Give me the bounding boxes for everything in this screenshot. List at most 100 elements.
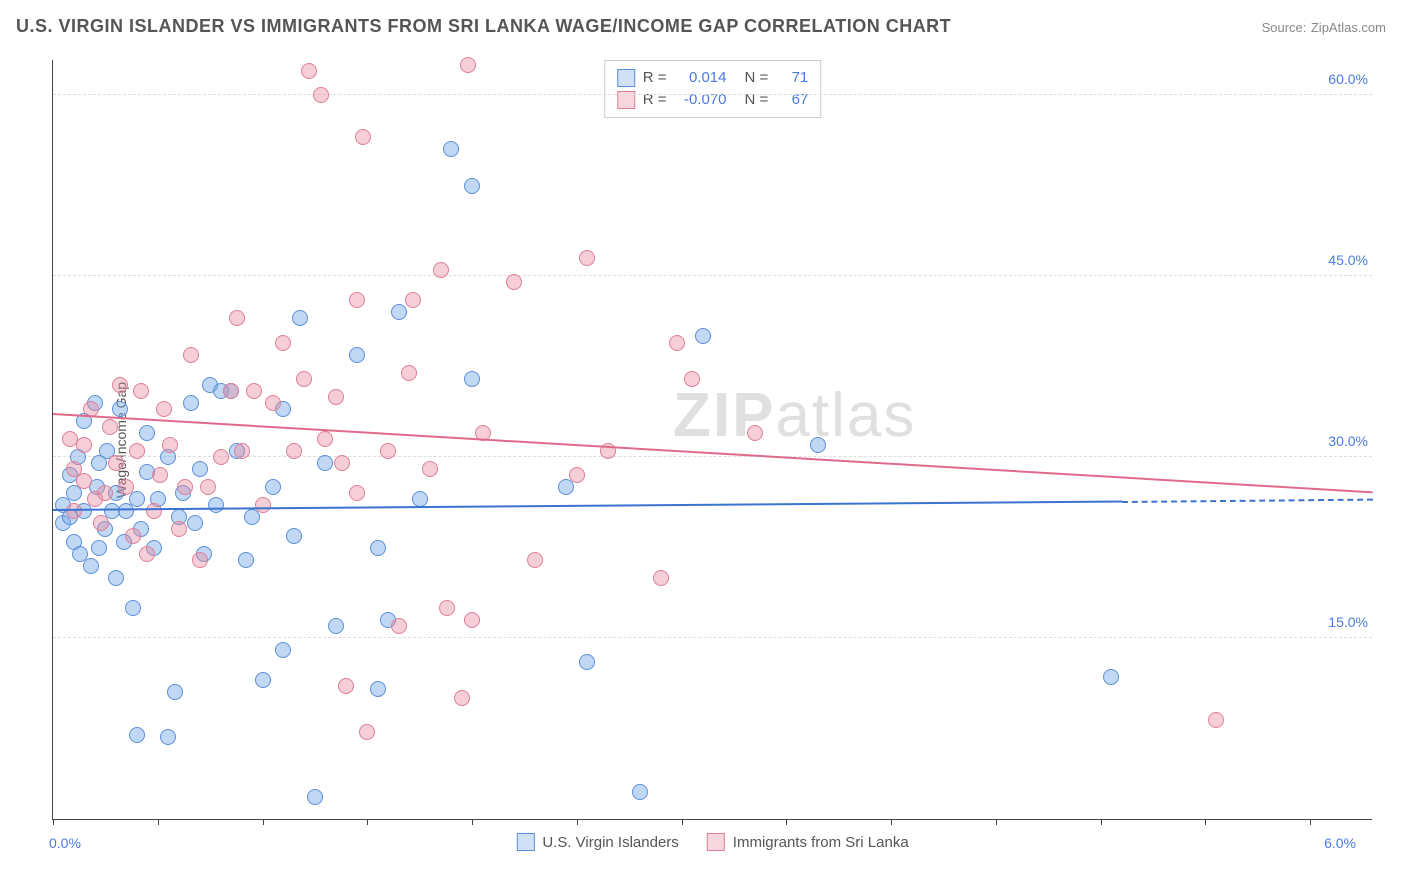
scatter-point-srilanka	[223, 383, 239, 399]
x-tick	[367, 819, 368, 825]
gridline-h	[53, 275, 1372, 276]
gridline-h	[53, 456, 1372, 457]
scatter-point-srilanka	[1208, 712, 1224, 728]
scatter-point-srilanka	[328, 389, 344, 405]
scatter-point-srilanka	[464, 612, 480, 628]
scatter-point-srilanka	[334, 455, 350, 471]
scatter-point-srilanka	[125, 528, 141, 544]
scatter-point-srilanka	[359, 724, 375, 740]
scatter-point-srilanka	[569, 467, 585, 483]
x-tick	[1310, 819, 1311, 825]
scatter-point-srilanka	[97, 485, 113, 501]
source: Source: ZipAtlas.com	[1262, 19, 1386, 37]
scatter-point-usvi	[464, 371, 480, 387]
scatter-point-srilanka	[355, 129, 371, 145]
scatter-point-srilanka	[162, 437, 178, 453]
scatter-point-srilanka	[286, 443, 302, 459]
legend-label: Immigrants from Sri Lanka	[733, 834, 909, 851]
scatter-point-srilanka	[301, 63, 317, 79]
scatter-point-srilanka	[338, 678, 354, 694]
stat-r-label: R =	[643, 67, 667, 89]
scatter-point-usvi	[292, 310, 308, 326]
x-tick	[682, 819, 683, 825]
scatter-point-srilanka	[129, 443, 145, 459]
scatter-point-srilanka	[200, 479, 216, 495]
scatter-point-srilanka	[684, 371, 700, 387]
scatter-point-srilanka	[146, 503, 162, 519]
stats-box: R =0.014N =71R =-0.070N =67	[604, 60, 822, 118]
scatter-point-srilanka	[192, 552, 208, 568]
scatter-point-usvi	[464, 178, 480, 194]
scatter-point-usvi	[317, 455, 333, 471]
scatter-point-srilanka	[102, 419, 118, 435]
scatter-point-usvi	[192, 461, 208, 477]
legend-item-usvi: U.S. Virgin Islanders	[516, 833, 678, 851]
scatter-point-usvi	[695, 328, 711, 344]
scatter-point-srilanka	[653, 570, 669, 586]
stats-row-srilanka: R =-0.070N =67	[617, 89, 809, 111]
scatter-point-srilanka	[422, 461, 438, 477]
stat-n-value: 67	[776, 89, 808, 111]
scatter-point-srilanka	[171, 521, 187, 537]
scatter-point-usvi	[265, 479, 281, 495]
gridline-h	[53, 637, 1372, 638]
x-tick	[996, 819, 997, 825]
scatter-point-srilanka	[183, 347, 199, 363]
stats-row-usvi: R =0.014N =71	[617, 67, 809, 89]
scatter-point-usvi	[370, 540, 386, 556]
scatter-point-usvi	[328, 618, 344, 634]
scatter-point-srilanka	[669, 335, 685, 351]
scatter-point-srilanka	[313, 87, 329, 103]
scatter-point-srilanka	[265, 395, 281, 411]
scatter-point-usvi	[810, 437, 826, 453]
scatter-point-srilanka	[405, 292, 421, 308]
scatter-point-usvi	[307, 789, 323, 805]
scatter-point-srilanka	[255, 497, 271, 513]
scatter-point-srilanka	[108, 455, 124, 471]
x-tick	[263, 819, 264, 825]
scatter-plot: Wage/Income Gap ZIPatlas R =0.014N =71R …	[52, 60, 1372, 820]
stat-r-value: 0.014	[675, 67, 727, 89]
legend-item-srilanka: Immigrants from Sri Lanka	[707, 833, 909, 851]
swatch-icon	[707, 833, 725, 851]
scatter-point-usvi	[167, 684, 183, 700]
watermark: ZIPatlas	[673, 380, 916, 451]
scatter-point-usvi	[91, 540, 107, 556]
scatter-point-srilanka	[433, 262, 449, 278]
scatter-point-usvi	[129, 727, 145, 743]
scatter-point-srilanka	[296, 371, 312, 387]
scatter-point-usvi	[632, 784, 648, 800]
scatter-point-srilanka	[62, 431, 78, 447]
source-value: ZipAtlas.com	[1311, 20, 1386, 35]
gridline-h	[53, 94, 1372, 95]
legend: U.S. Virgin Islanders Immigrants from Sri…	[516, 833, 908, 851]
scatter-point-usvi	[125, 600, 141, 616]
x-tick	[53, 819, 54, 825]
x-tick	[1205, 819, 1206, 825]
y-tick-label: 60.0%	[1328, 71, 1368, 87]
scatter-point-srilanka	[133, 383, 149, 399]
scatter-point-usvi	[286, 528, 302, 544]
scatter-point-srilanka	[66, 503, 82, 519]
x-tick	[786, 819, 787, 825]
scatter-point-usvi	[183, 395, 199, 411]
y-tick-label: 15.0%	[1328, 614, 1368, 630]
scatter-point-usvi	[391, 304, 407, 320]
scatter-point-srilanka	[112, 377, 128, 393]
swatch-icon	[617, 69, 635, 87]
scatter-point-srilanka	[460, 57, 476, 73]
scatter-point-srilanka	[275, 335, 291, 351]
scatter-point-srilanka	[391, 618, 407, 634]
legend-label: U.S. Virgin Islanders	[542, 834, 678, 851]
scatter-point-srilanka	[156, 401, 172, 417]
scatter-point-srilanka	[317, 431, 333, 447]
y-tick-label: 45.0%	[1328, 252, 1368, 268]
scatter-point-srilanka	[118, 479, 134, 495]
scatter-point-srilanka	[454, 690, 470, 706]
stat-n-label: N =	[745, 67, 769, 89]
scatter-point-srilanka	[527, 552, 543, 568]
scatter-point-usvi	[139, 425, 155, 441]
scatter-point-usvi	[83, 558, 99, 574]
scatter-point-usvi	[1103, 669, 1119, 685]
trend-line	[53, 413, 1373, 493]
